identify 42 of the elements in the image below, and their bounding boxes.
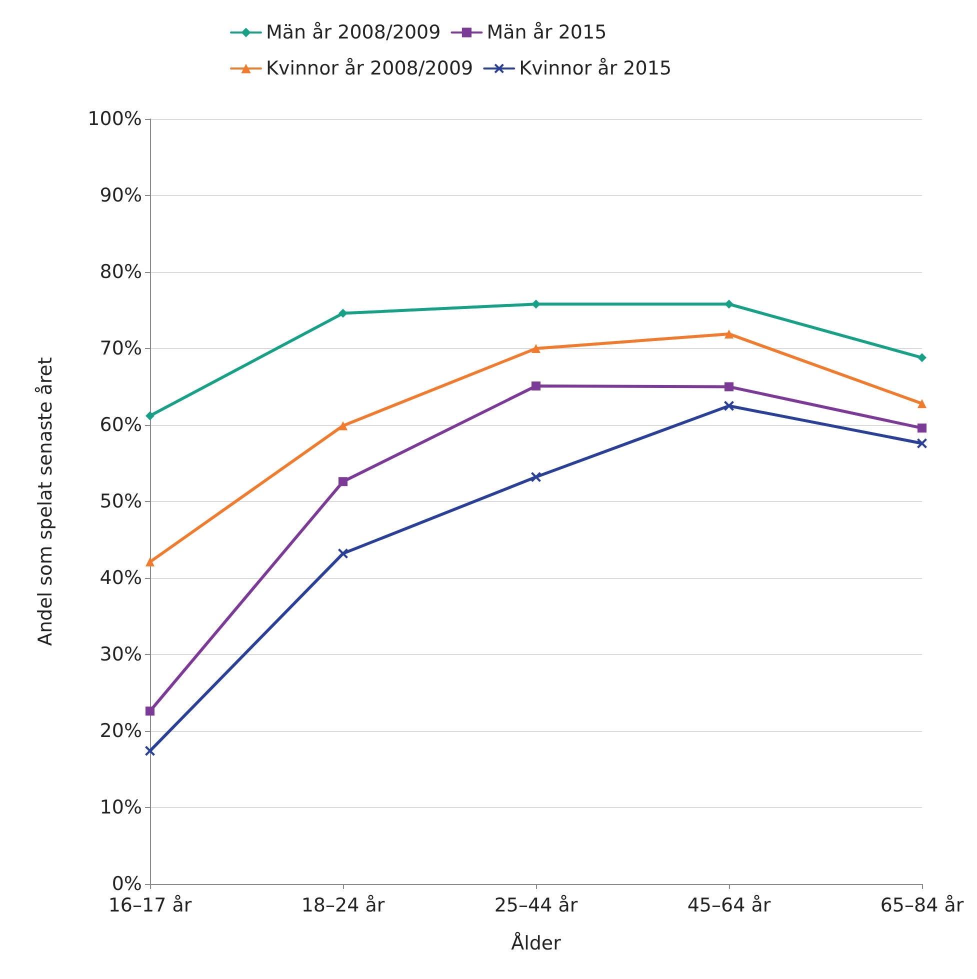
point: [918, 424, 926, 433]
legend-label: Kvinnor år 2015: [519, 58, 672, 80]
point: [145, 746, 155, 756]
y-tick-label: 30%: [100, 644, 142, 666]
x-axis-title: Ålder: [511, 932, 562, 954]
point: [338, 421, 348, 430]
x-tick-label: 65–84 år: [880, 894, 964, 916]
point: [532, 381, 540, 390]
point: [338, 477, 348, 486]
y-tick-label: 100%: [88, 108, 142, 130]
point: [724, 329, 734, 338]
legend-label: Kvinnor år 2008/2009: [266, 58, 474, 80]
point: [532, 300, 540, 309]
y-tick-label: 50%: [100, 490, 142, 512]
point: [532, 344, 540, 353]
point: [338, 548, 348, 559]
point: [918, 399, 926, 408]
y-tick-label: 90%: [100, 184, 142, 206]
x-tick-label: 18–24 år: [301, 894, 385, 916]
y-tick-label: 40%: [100, 567, 142, 589]
y-tick-label: 70%: [100, 338, 142, 360]
point: [338, 308, 348, 318]
point: [724, 300, 734, 309]
x-tick-label: 25–44 år: [494, 894, 578, 916]
x-tick-label: 16–17 år: [108, 894, 192, 916]
y-tick-label: 10%: [100, 796, 142, 818]
point: [917, 438, 927, 448]
y-axis-title: Andel som spelat senaste året: [34, 357, 56, 646]
point: [724, 382, 734, 392]
legend-label: Män år 2008/2009: [266, 22, 441, 44]
point: [724, 400, 734, 411]
y-tick-label: 60%: [100, 414, 142, 436]
point: [146, 411, 154, 420]
point: [531, 472, 541, 482]
point: [146, 557, 154, 566]
point: [146, 706, 154, 716]
x-tick-label: 45–64 år: [687, 894, 771, 916]
legend-label: Män år 2015: [486, 22, 607, 44]
y-tick-label: 20%: [100, 720, 142, 742]
point: [918, 353, 926, 362]
y-tick-label: 80%: [100, 261, 142, 283]
y-tick-label: 0%: [112, 873, 142, 895]
